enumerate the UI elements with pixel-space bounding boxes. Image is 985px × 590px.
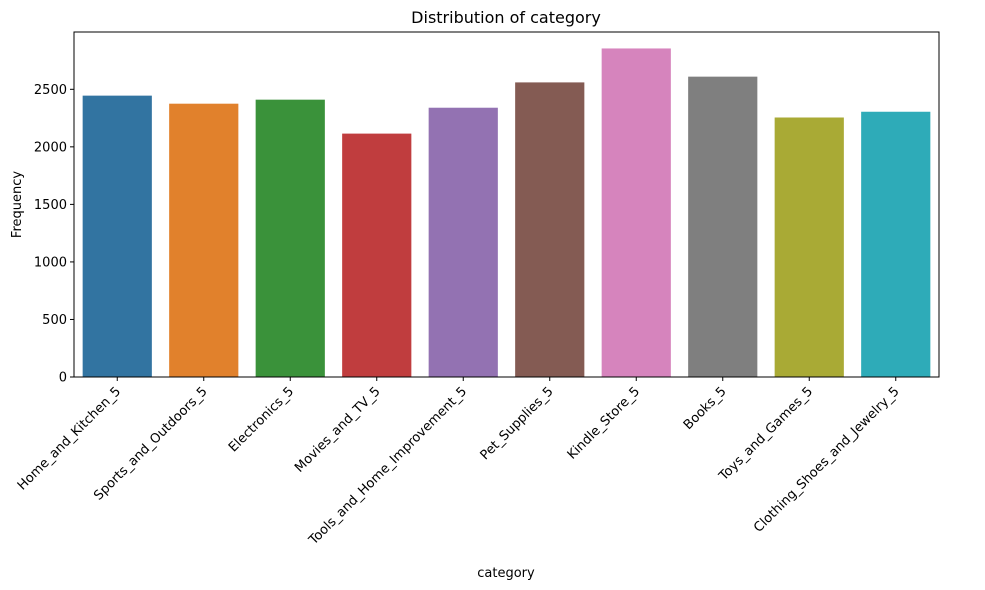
y-tick-label: 1000 bbox=[34, 255, 67, 270]
bar-tools-and-home-improvement-5 bbox=[428, 107, 498, 377]
y-tick-label: 2500 bbox=[34, 83, 67, 98]
bar-sports-and-outdoors-5 bbox=[169, 103, 239, 377]
bar-kindle-store-5 bbox=[601, 48, 671, 378]
bar-books-5 bbox=[688, 76, 758, 378]
chart-title: Distribution of category bbox=[411, 8, 601, 27]
plot-frame bbox=[73, 31, 940, 378]
bar-electronics-5 bbox=[255, 99, 325, 378]
y-tick-label: 1500 bbox=[34, 198, 67, 213]
bar-clothing-shoes-and-jewelry-5 bbox=[861, 111, 931, 377]
bar-movies-and-tv-5 bbox=[342, 133, 412, 377]
bar-home-and-kitchen-5 bbox=[82, 95, 152, 377]
y-axis-title: Frequency bbox=[10, 171, 25, 238]
bar-pet-supplies-5 bbox=[515, 82, 585, 378]
x-axis-title: category bbox=[477, 566, 535, 581]
y-axis: 0 500 1000 1500 2000 2500 bbox=[34, 83, 74, 386]
y-tick-label: 500 bbox=[42, 313, 67, 328]
y-tick-label: 0 bbox=[59, 371, 67, 386]
bar-toys-and-games-5 bbox=[774, 117, 844, 377]
bars-group bbox=[82, 48, 931, 378]
y-tick-label: 2000 bbox=[34, 140, 67, 155]
